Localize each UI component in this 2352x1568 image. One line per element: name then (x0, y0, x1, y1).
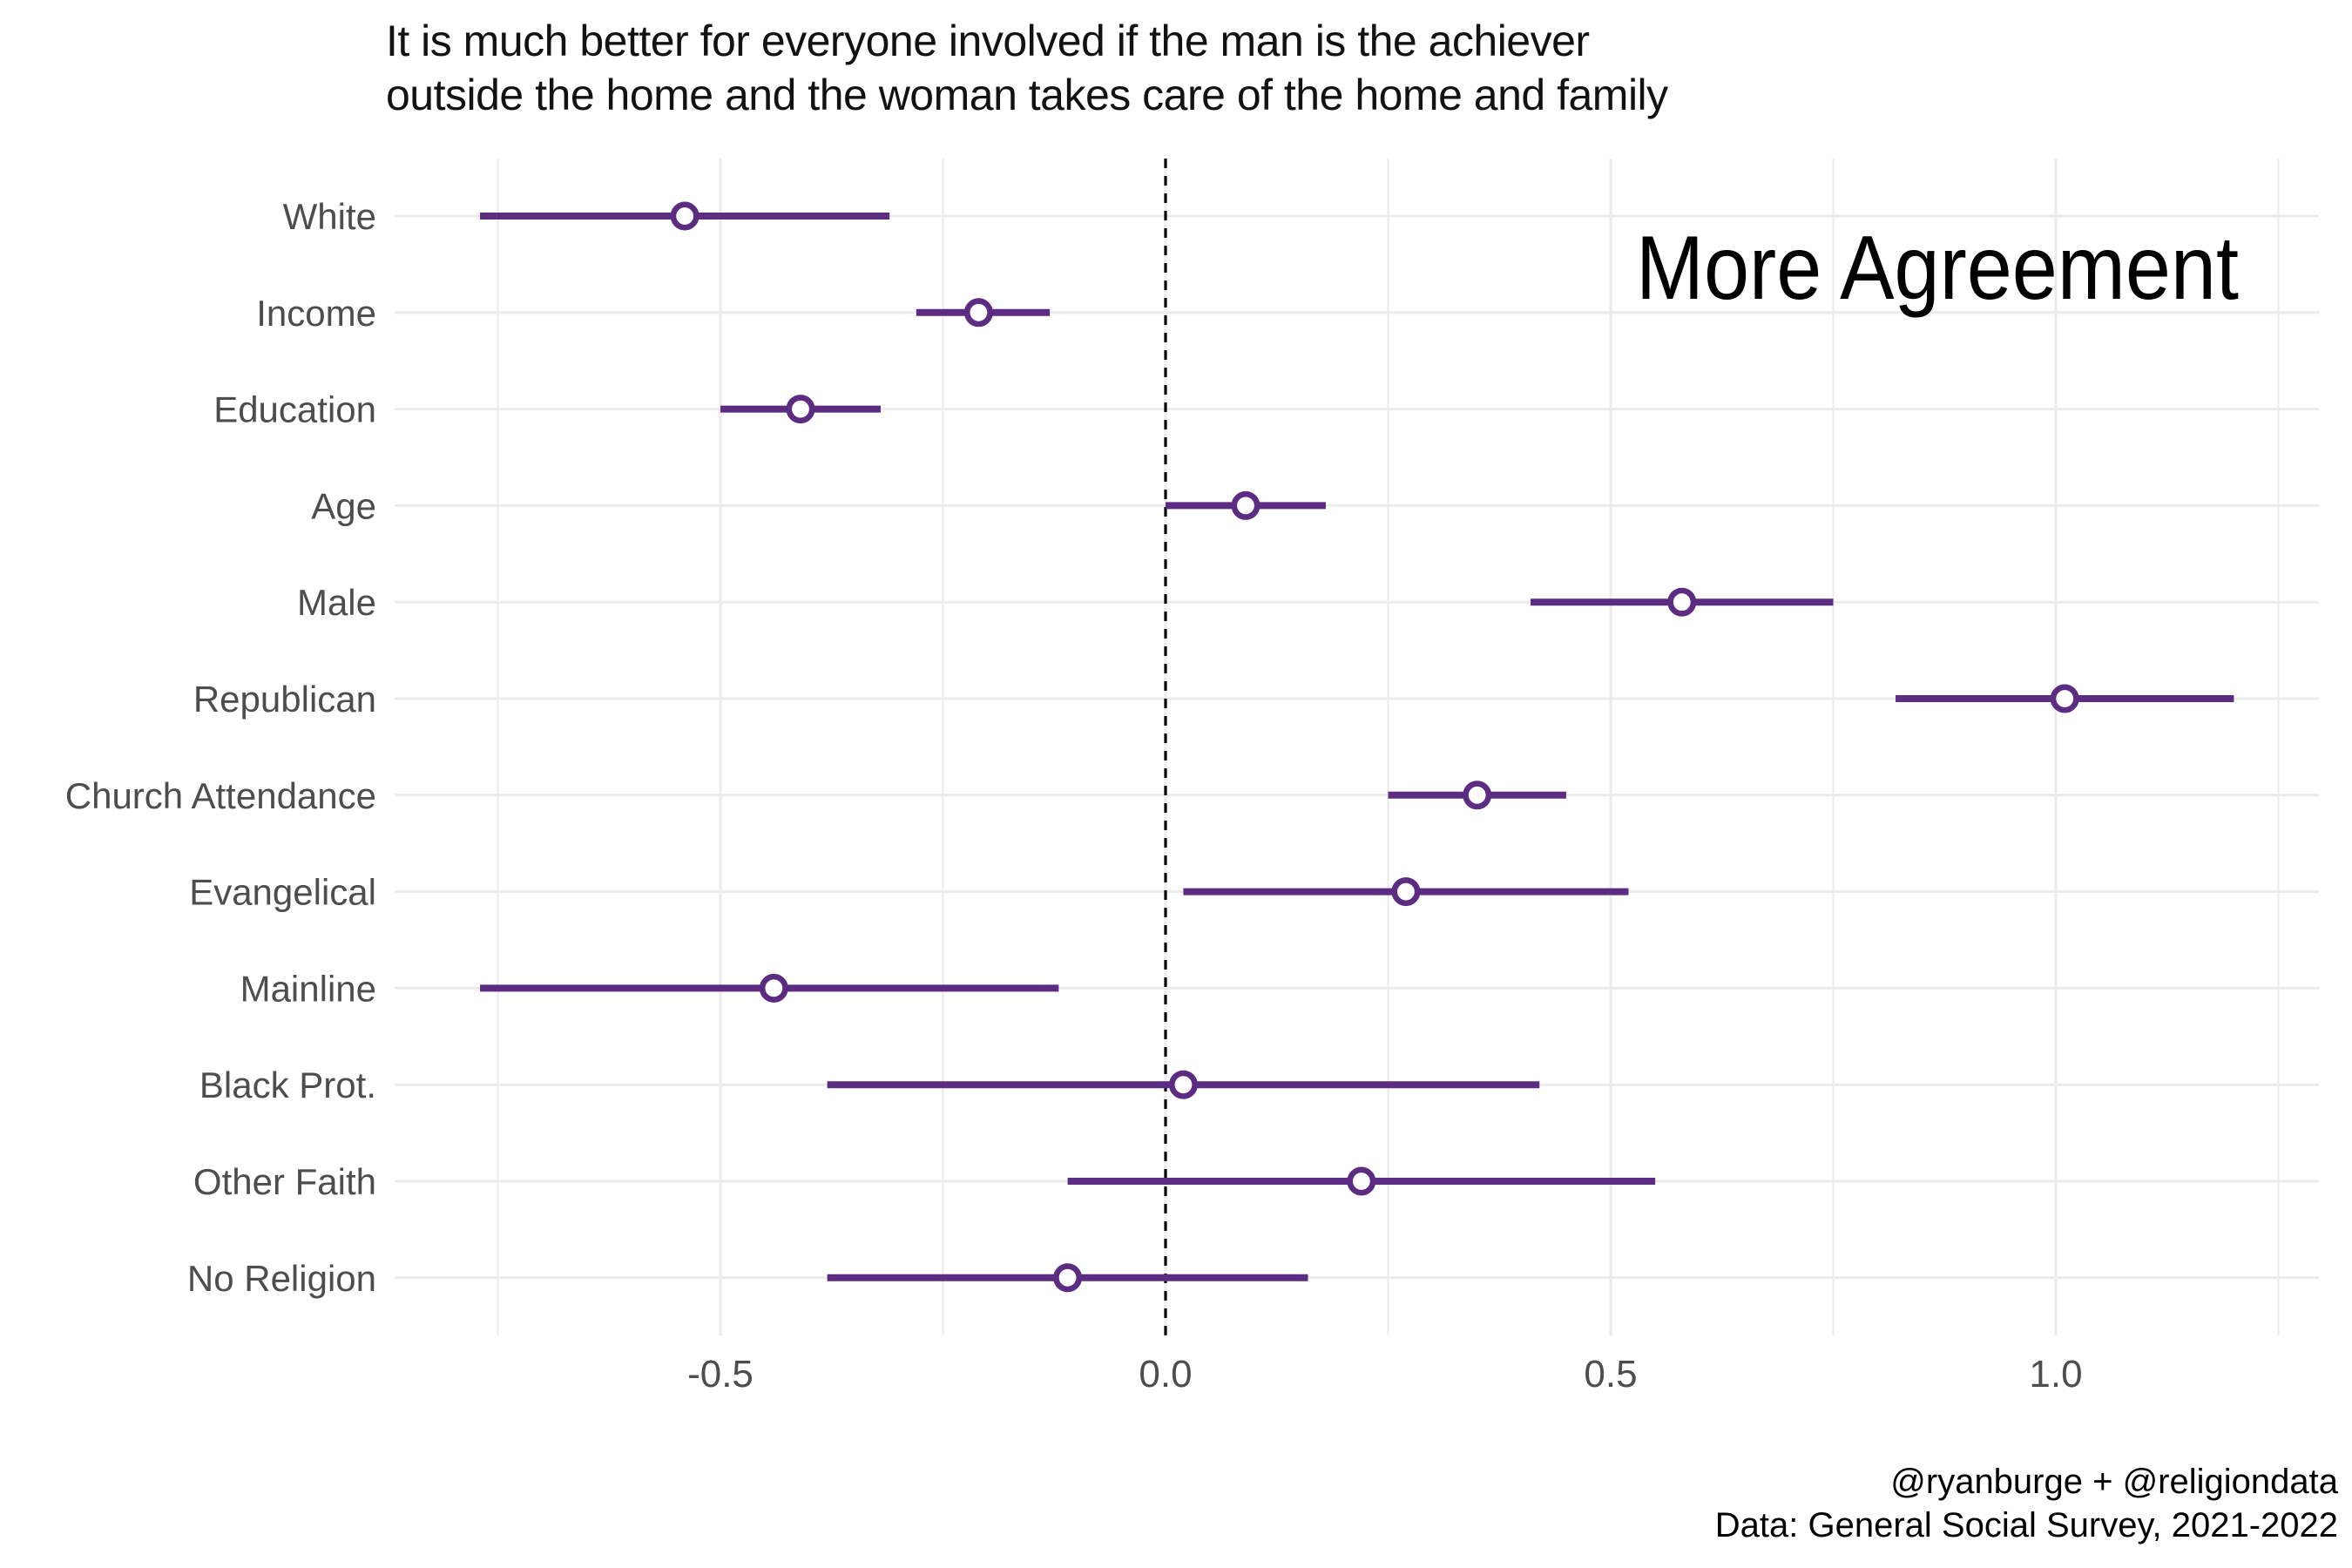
estimate-point (1053, 1263, 1083, 1293)
y-axis-label: Income (256, 293, 376, 334)
source-credit-dataset: Data: General Social Survey, 2021-2022 (1714, 1506, 2338, 1544)
x-axis-tick-label: 0.0 (1139, 1353, 1192, 1396)
y-axis-label: Education (213, 389, 376, 430)
y-axis-label: Other Faith (193, 1161, 376, 1202)
source-credit: @ryanburge + @religiondata Data: General… (1715, 1460, 2338, 1547)
estimate-point (1667, 587, 1697, 617)
estimate-point (759, 973, 788, 1003)
y-axis-label: Male (297, 582, 376, 623)
estimate-point (1168, 1070, 1198, 1099)
y-axis-label: No Religion (187, 1258, 376, 1299)
estimate-point (2050, 684, 2079, 713)
estimate-point (1391, 877, 1421, 907)
chart-title-line1: It is much better for everyone involved … (386, 17, 1590, 65)
estimate-point (1231, 490, 1260, 520)
y-axis-label: Black Prot. (199, 1064, 376, 1105)
y-axis-label: Age (311, 485, 376, 526)
estimate-point (786, 395, 815, 424)
x-axis-tick-label: 1.0 (2029, 1353, 2082, 1396)
x-axis-tick-label: 0.5 (1584, 1353, 1637, 1396)
y-axis-label: Church Attendance (65, 775, 376, 816)
chart-title: It is much better for everyone involved … (386, 14, 1668, 122)
more-agreement-annotation: More Agreement (1636, 218, 2239, 319)
estimate-point (1463, 781, 1492, 810)
estimate-point (963, 298, 993, 328)
source-credit-handles: @ryanburge + @religiondata (1890, 1463, 2338, 1501)
estimate-point (670, 201, 700, 231)
estimate-point (1347, 1166, 1376, 1196)
y-axis-label: White (283, 196, 376, 237)
chart-title-line2: outside the home and the woman takes car… (386, 71, 1668, 119)
x-axis-tick-label: -0.5 (687, 1353, 754, 1396)
y-axis-label: Mainline (240, 968, 376, 1009)
y-axis-label: Republican (193, 679, 376, 720)
y-axis-label: Evangelical (189, 872, 376, 913)
